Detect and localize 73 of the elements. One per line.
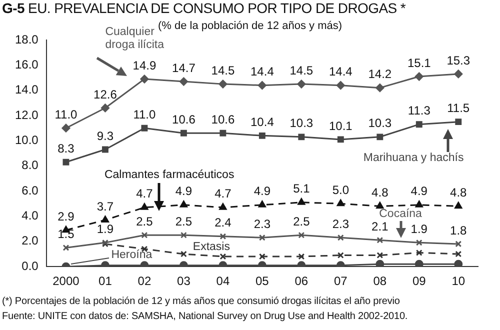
data-label: 10.4	[250, 114, 274, 129]
data-label: 11.0	[133, 107, 156, 122]
data-label: 2.9	[58, 209, 75, 224]
data-label: 2.5	[175, 214, 192, 228]
data-label: 11.5	[447, 101, 470, 116]
x-tick-label: 09	[412, 274, 426, 288]
data-label: 3.7	[96, 199, 114, 214]
x-tick-label: 03	[177, 274, 191, 288]
y-tick-label: 10.0	[14, 133, 39, 148]
data-label: 14.7	[172, 60, 196, 75]
series-label: Extasis	[192, 240, 231, 254]
data-label: 2.1	[372, 219, 389, 234]
data-label: 14.2	[368, 67, 392, 82]
data-label: 9.3	[96, 128, 114, 143]
data-label: 1.5	[58, 227, 75, 242]
legend-label: Heroína	[111, 249, 154, 262]
x-tick-label: 06	[294, 274, 308, 288]
x-tick-label: 04	[216, 274, 230, 288]
data-label: 10.3	[368, 116, 392, 130]
data-label: 1.9	[96, 222, 114, 236]
data-label: 5.0	[332, 182, 350, 197]
data-label: 12.6	[94, 87, 118, 102]
chart-title: G-5 EU. PREVALENCIA DE CONSUMO POR TIPO DE DROGAS *	[2, 0, 406, 16]
data-label: 1.9	[410, 222, 428, 236]
data-label: 4.7	[214, 186, 232, 201]
y-tick-label: 4.0	[22, 208, 39, 223]
y-tick-label: 6.0	[22, 183, 39, 198]
data-label: 2.3	[332, 216, 350, 231]
series-label: Cocaína	[379, 208, 423, 221]
y-tick-label: 8.0	[22, 158, 39, 172]
data-label: 4.9	[410, 184, 428, 198]
data-label: 2.5	[136, 214, 154, 228]
x-tick-label: 07	[334, 274, 348, 288]
data-label: 10.6	[211, 112, 235, 126]
x-tick-label: 02	[138, 274, 152, 288]
data-label: 11.0	[54, 107, 78, 122]
y-tick-label: 18.0	[14, 32, 39, 46]
text: (*) Porcentajes de la población de 12 y más años que consumió drogas ilícitas el año previo	[2, 296, 400, 307]
x-tick-label: 01	[98, 274, 112, 288]
data-label: 4.7	[136, 186, 154, 201]
y-tick-label: 2.0	[22, 234, 39, 248]
data-label: 4.9	[175, 184, 192, 198]
x-tick-label: 05	[256, 274, 270, 288]
data-label: 2.5	[293, 214, 310, 228]
data-label: 2.3	[254, 216, 271, 231]
y-tick-label: 0.0	[22, 258, 39, 273]
data-label: 8.3	[58, 141, 75, 156]
x-tick-label: 10	[452, 274, 466, 288]
data-label: 15.1	[407, 56, 432, 70]
data-label: 4.8	[450, 185, 468, 200]
data-label: 14.5	[290, 63, 314, 78]
data-label: 11.3	[408, 104, 431, 118]
data-label: 14.4	[328, 64, 353, 79]
source-note: Fuente: UNITE con datos de: SAMSHA, National Survey on Drug Use and Health 2002-2010.	[2, 311, 408, 322]
x-tick-label: 08	[373, 274, 387, 288]
series-label: Marihuana y hachís	[363, 152, 465, 165]
y-tick-label: 16.0	[14, 57, 39, 72]
data-label: 15.3	[446, 53, 470, 68]
data-label: 4.8	[372, 185, 389, 200]
text: Calmantes farmacéuticos	[104, 169, 236, 182]
y-tick-label: 14.0	[14, 82, 39, 97]
data-label: 10.3	[290, 116, 314, 130]
data-label: 10.1	[328, 118, 353, 133]
data-label: 4.9	[254, 184, 271, 198]
x-tick-label: 2000	[52, 274, 80, 288]
data-label: 14.4	[250, 64, 274, 79]
data-label: 5.1	[293, 182, 310, 196]
data-label: 14.5	[211, 63, 235, 78]
y-tick-label: 12.0	[14, 108, 39, 122]
data-label: 14.9	[132, 58, 156, 72]
data-label: 2.4	[214, 216, 232, 230]
data-label: 10.6	[172, 112, 196, 126]
data-label: 1.8	[450, 223, 468, 238]
